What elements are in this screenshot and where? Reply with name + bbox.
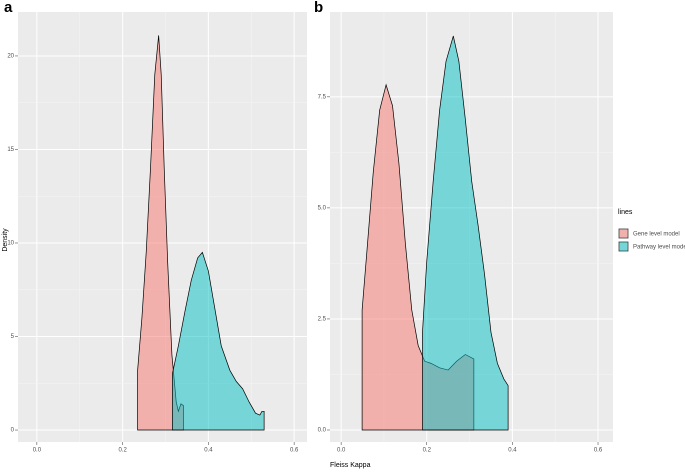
y-tick-label: 5: [11, 334, 15, 340]
y-tick-label: 2.5: [318, 317, 327, 323]
legend-key: [618, 228, 629, 239]
x-tick-label: 0.6: [290, 448, 299, 454]
y-tick-label: 0.0: [318, 428, 327, 434]
y-tick-label: 7.5: [318, 94, 327, 100]
panel-label: a: [4, 0, 13, 16]
panel-label: b: [314, 0, 323, 16]
y-axis-label: Density: [2, 228, 9, 252]
x-tick-label: 0.4: [204, 448, 213, 454]
x-tick-label: 0.6: [594, 448, 603, 454]
x-tick-label: 0.2: [118, 448, 127, 454]
y-tick-label: 15: [7, 147, 14, 153]
legend-title: lines: [618, 209, 633, 216]
x-tick-label: 0.0: [337, 448, 346, 454]
x-tick-label: 0.0: [33, 448, 42, 454]
legend-key: [618, 241, 629, 252]
y-tick-label: 0: [11, 428, 15, 434]
x-tick-label: 0.2: [423, 448, 432, 454]
y-tick-label: 5.0: [318, 205, 327, 211]
legend-label: Gene level model: [633, 232, 680, 238]
density-area: [172, 251, 265, 431]
legend-label: Pathway level model: [633, 245, 685, 251]
y-tick-label: 10: [7, 241, 14, 247]
y-tick-label: 20: [7, 54, 14, 60]
density-area: [422, 35, 509, 431]
x-tick-label: 0.4: [508, 448, 517, 454]
x-axis-label: Fleiss Kappa: [330, 462, 371, 469]
